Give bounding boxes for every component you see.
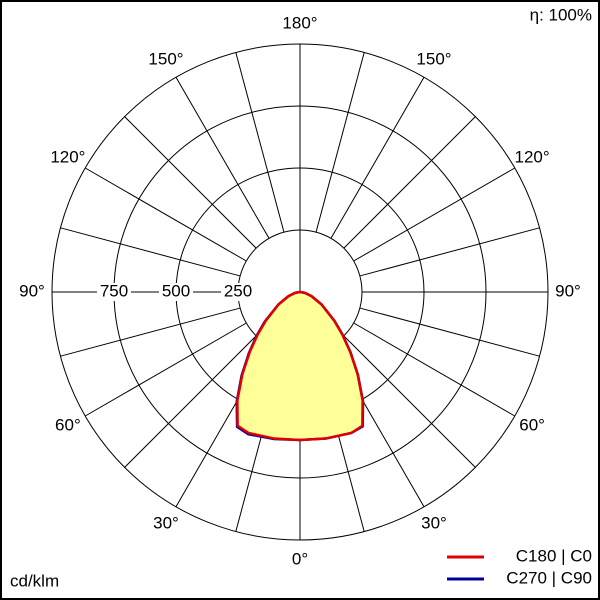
spoke bbox=[235, 52, 285, 233]
angle-label: 150° bbox=[148, 49, 183, 68]
spoke bbox=[84, 322, 247, 417]
spoke bbox=[353, 167, 516, 262]
angle-label: 30° bbox=[421, 514, 447, 533]
legend-label: C180 | C0 bbox=[516, 546, 592, 565]
angle-label: 150° bbox=[416, 49, 451, 68]
curve bbox=[236, 290, 364, 442]
spoke bbox=[175, 76, 270, 239]
tick-label-bg bbox=[221, 283, 255, 301]
r-tick-label: 250 bbox=[224, 281, 252, 300]
spoke bbox=[343, 116, 476, 249]
spoke bbox=[124, 335, 257, 468]
spoke bbox=[84, 167, 247, 262]
angle-label: 0° bbox=[292, 549, 308, 568]
r-tick-label: 750 bbox=[100, 281, 128, 300]
angle-label: 30° bbox=[153, 514, 179, 533]
area bbox=[237, 292, 363, 441]
angle-label: 60° bbox=[519, 415, 545, 434]
spoke bbox=[359, 307, 540, 357]
spoke bbox=[359, 227, 540, 277]
spoke bbox=[60, 307, 241, 357]
r-tick-label: 500 bbox=[162, 281, 190, 300]
spoke bbox=[315, 52, 365, 233]
legend-label: C270 | C90 bbox=[506, 568, 592, 587]
spoke bbox=[330, 76, 425, 239]
unit-label: cd/klm bbox=[10, 571, 59, 590]
angle-label: 90° bbox=[555, 281, 581, 300]
angle-label: 90° bbox=[19, 281, 45, 300]
spoke bbox=[353, 322, 516, 417]
angle-label: 60° bbox=[55, 415, 81, 434]
tick-label-bg bbox=[159, 283, 193, 301]
efficiency: η: 100% bbox=[530, 5, 592, 24]
angle-label: 120° bbox=[515, 147, 550, 166]
angle-label: 180° bbox=[282, 13, 317, 32]
spoke bbox=[124, 116, 257, 249]
tick-label-bg bbox=[97, 283, 131, 301]
spoke bbox=[60, 227, 241, 277]
spoke bbox=[343, 335, 476, 468]
angle-label: 120° bbox=[50, 147, 85, 166]
